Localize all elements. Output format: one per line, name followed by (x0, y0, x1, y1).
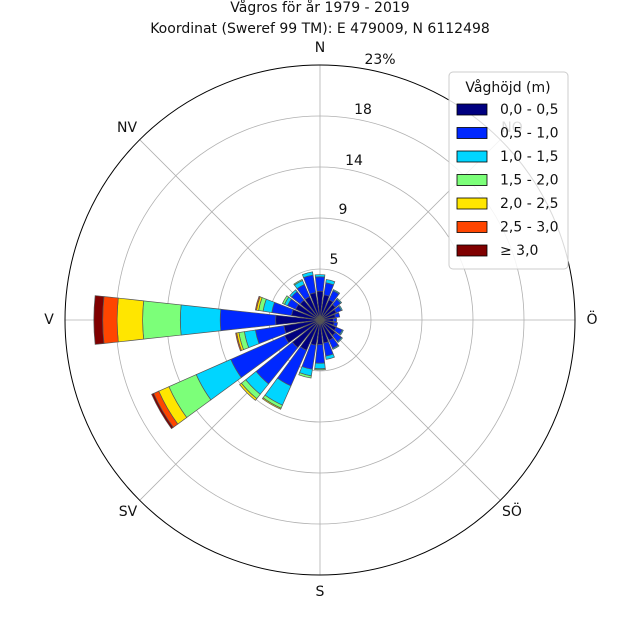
wedge-300-bin-3 (282, 295, 290, 305)
ring-label-1: 5 (330, 252, 339, 268)
dir-label-o: Ö (586, 310, 597, 328)
legend-swatch-1 (456, 127, 488, 139)
wedge-180-bin-3 (314, 368, 326, 371)
wedge-165-bin-2 (325, 353, 335, 360)
wedge-75-bin-1 (334, 312, 341, 319)
wedge-150-bin-2 (332, 344, 340, 350)
wedge-135-bin-2 (336, 336, 343, 343)
chart-title: Vågros för år 1979 - 2019 (230, 0, 409, 16)
legend-swatch-2 (456, 150, 488, 163)
legend-swatch-6 (456, 244, 488, 257)
wedge-180-bin-1 (314, 343, 326, 364)
dir-label-s: S (316, 584, 325, 600)
grid-spoke-315 (139, 139, 321, 321)
wedge-330-bin-3 (293, 278, 304, 286)
legend-title: Våghöjd (m) (465, 79, 550, 96)
wedge-45-bin-2 (336, 297, 343, 304)
dir-label-sv: SV (119, 504, 138, 520)
legend-label-1: 0,5 - 1,0 (500, 126, 558, 142)
wedge-285-bin-5 (254, 295, 261, 311)
legend-label-0: 0,0 - 0,5 (500, 102, 558, 118)
wedge-0-bin-1 (314, 276, 326, 292)
wedge-270-bin-6 (93, 295, 105, 345)
legend-swatch-5 (456, 221, 488, 233)
legend-label-3: 1,5 - 2,0 (500, 173, 558, 189)
dir-label-v: V (44, 312, 54, 328)
outer-frame (64, 64, 576, 576)
ring-label-2: 9 (339, 202, 348, 218)
legend-swatch-4 (456, 197, 488, 210)
wedge-120-bin-2 (339, 329, 344, 336)
chart-subtitle: Koordinat (Sweref 99 TM): E 479009, N 61… (150, 21, 490, 37)
dir-label-nv: NV (117, 120, 137, 136)
dir-label-so: SÖ (502, 502, 522, 520)
dir-label-n: N (315, 40, 325, 56)
wedge-15-bin-2 (325, 279, 336, 286)
legend-label-4: 2,0 - 2,5 (500, 196, 558, 212)
wedge-195-bin-3 (298, 372, 312, 379)
wedge-255-bin-5 (235, 332, 242, 352)
legend-label-5: 2,5 - 3,0 (500, 220, 558, 236)
wedge-90-bin-1 (332, 317, 337, 323)
wedge-270-bin-2 (179, 304, 222, 336)
legend-swatch-3 (456, 174, 488, 186)
wedge-180-bin-2 (314, 362, 326, 370)
bars-layer (93, 271, 344, 430)
wedge-240-bin-6 (151, 392, 174, 430)
wedge-60-bin-2 (338, 305, 343, 312)
grid-spoke-135 (319, 319, 501, 501)
wedge-0-bin-2 (314, 274, 326, 278)
legend-label-6: ≥ 3,0 (500, 243, 538, 259)
wedge-315-bin-2 (289, 289, 298, 298)
wedge-270-bin-5 (102, 296, 119, 344)
wedge-30-bin-2 (332, 289, 341, 295)
legend-label-2: 1,0 - 1,5 (500, 149, 558, 165)
ring-label-3: 14 (345, 153, 363, 169)
legend-swatch-0 (456, 103, 488, 116)
wedge-210-bin-4 (261, 397, 282, 410)
ring-label-5: 23% (364, 52, 395, 68)
ring-label-4: 18 (354, 102, 372, 118)
ring-labels: 5 9 14 18 23% (330, 52, 396, 268)
wedge-270-bin-3 (142, 300, 182, 340)
wedge-345-bin-2 (301, 271, 314, 279)
legend-items: 0,0 - 0,5 0,5 - 1,0 1,0 - 1,5 1,5 - 2,0 2,0 … (456, 102, 558, 259)
legend-box (448, 71, 569, 270)
wedge-225-bin-4 (239, 382, 258, 401)
wedge-270-bin-4 (116, 297, 145, 343)
legend: Våghöjd (m) 0,0 - 0,5 0,5 - 1,0 1,0 - 1,5 1… (448, 71, 569, 270)
wedge-105-bin-1 (332, 321, 338, 327)
